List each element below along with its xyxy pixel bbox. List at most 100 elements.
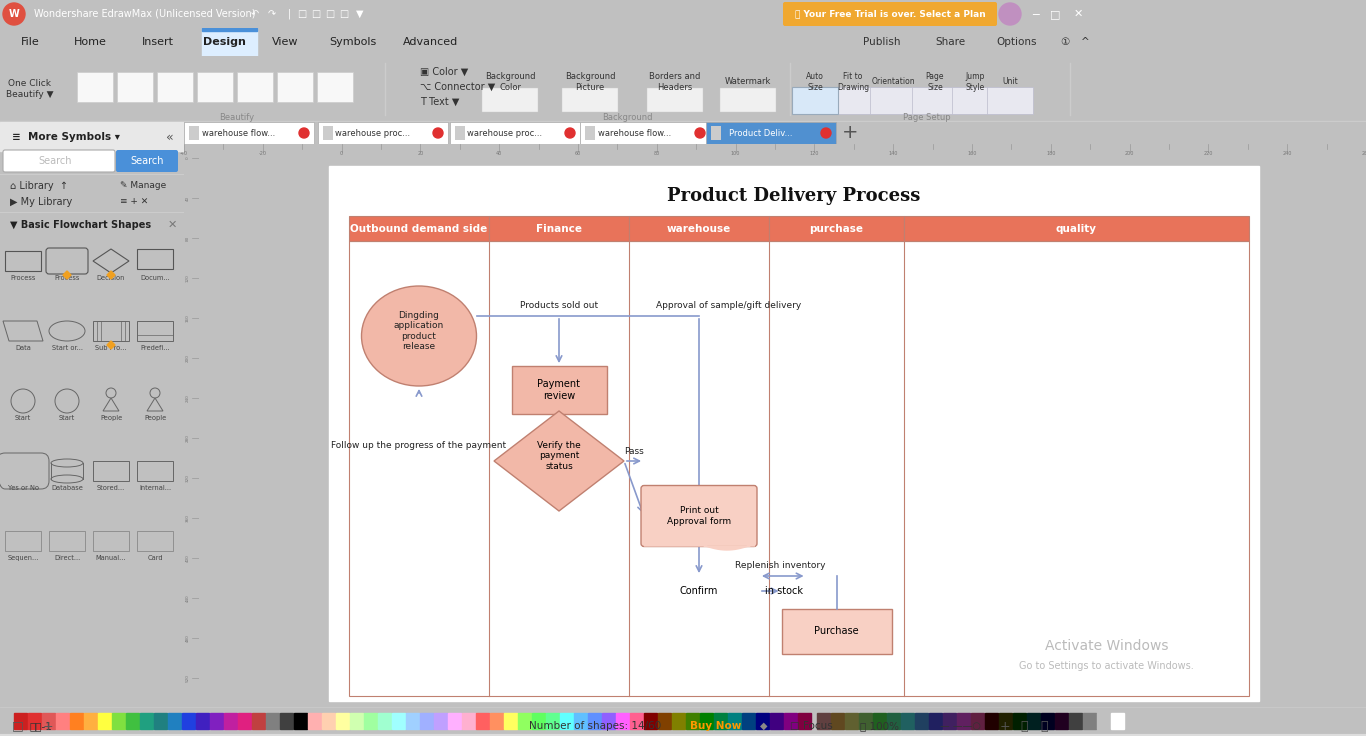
- Bar: [710, 126, 721, 140]
- FancyBboxPatch shape: [952, 87, 999, 114]
- Circle shape: [433, 128, 443, 138]
- Bar: [329, 166, 1259, 701]
- Text: 60: 60: [575, 151, 581, 156]
- Bar: [266, 713, 279, 729]
- Text: ⤢: ⤢: [1020, 720, 1027, 732]
- Text: 240: 240: [186, 394, 190, 402]
- Bar: [630, 713, 643, 729]
- Bar: [985, 713, 999, 729]
- Text: +: +: [841, 124, 858, 143]
- Bar: [904, 216, 1249, 241]
- Bar: [714, 713, 727, 729]
- Text: Insert: Insert: [142, 37, 173, 47]
- Bar: [236, 72, 273, 102]
- Bar: [406, 713, 419, 729]
- Text: Watermark: Watermark: [725, 77, 772, 87]
- Text: ▣ Color ▼: ▣ Color ▼: [419, 67, 469, 77]
- Text: ─: ─: [1031, 9, 1038, 19]
- Bar: [455, 126, 464, 140]
- Bar: [14, 713, 27, 729]
- Text: Product Delivery Process: Product Delivery Process: [668, 187, 921, 205]
- Text: +: +: [1000, 720, 1011, 732]
- Text: Finance: Finance: [535, 224, 582, 233]
- Text: 0: 0: [186, 157, 190, 159]
- Text: 80: 80: [186, 236, 190, 241]
- Bar: [1097, 713, 1111, 729]
- FancyBboxPatch shape: [792, 87, 837, 114]
- Bar: [307, 713, 321, 729]
- Text: Background
Color: Background Color: [485, 72, 535, 92]
- Bar: [462, 713, 475, 729]
- Text: Background
Picture: Background Picture: [564, 72, 615, 92]
- Bar: [322, 713, 335, 729]
- Text: Card: Card: [148, 555, 163, 561]
- Circle shape: [566, 128, 575, 138]
- Text: ✕: ✕: [167, 220, 176, 230]
- Text: Auto
Size: Auto Size: [806, 72, 824, 92]
- Text: ⌂ Library  ↑: ⌂ Library ↑: [10, 181, 68, 191]
- Circle shape: [695, 128, 705, 138]
- Text: 40: 40: [496, 151, 503, 156]
- Bar: [224, 713, 236, 729]
- Bar: [122, 321, 126, 341]
- Text: 220: 220: [1203, 151, 1213, 156]
- Bar: [126, 713, 139, 729]
- Text: ↷: ↷: [268, 9, 276, 19]
- Bar: [616, 713, 628, 729]
- Text: Page Setup: Page Setup: [903, 113, 951, 121]
- Text: Wondershare EdrawMax (Unlicensed Version): Wondershare EdrawMax (Unlicensed Version…: [34, 9, 255, 19]
- Bar: [184, 122, 314, 144]
- Text: ⤢: ⤢: [1040, 720, 1048, 732]
- FancyBboxPatch shape: [116, 150, 178, 172]
- Bar: [769, 216, 904, 241]
- Text: Search: Search: [38, 156, 72, 166]
- Bar: [518, 713, 531, 729]
- Text: 页面-1: 页面-1: [30, 721, 53, 731]
- Text: ▼ Basic Flowchart Shapes: ▼ Basic Flowchart Shapes: [10, 220, 152, 230]
- Text: Search: Search: [130, 156, 164, 166]
- Bar: [137, 249, 173, 269]
- Text: 40: 40: [186, 196, 190, 201]
- Circle shape: [999, 3, 1020, 25]
- Text: □: □: [311, 9, 321, 19]
- Bar: [202, 28, 257, 56]
- Circle shape: [299, 128, 309, 138]
- Text: Home: Home: [74, 37, 107, 47]
- Bar: [5, 531, 41, 551]
- Text: ✕: ✕: [1074, 9, 1083, 19]
- Bar: [363, 713, 377, 729]
- Bar: [699, 713, 713, 729]
- Bar: [97, 321, 101, 341]
- Text: warehouse: warehouse: [667, 224, 731, 233]
- Text: ▼: ▼: [357, 9, 363, 19]
- Bar: [817, 713, 831, 729]
- FancyBboxPatch shape: [988, 87, 1033, 114]
- Bar: [915, 713, 928, 729]
- Bar: [27, 713, 41, 729]
- Bar: [98, 713, 111, 729]
- Bar: [210, 713, 223, 729]
- Text: □ Focus: □ Focus: [790, 721, 833, 731]
- Text: 320: 320: [186, 474, 190, 482]
- Bar: [971, 713, 984, 729]
- Text: -20: -20: [258, 151, 266, 156]
- Text: □: □: [12, 720, 23, 732]
- Text: View: View: [272, 37, 298, 47]
- Bar: [672, 713, 684, 729]
- Text: 160: 160: [186, 314, 190, 322]
- Bar: [489, 216, 628, 241]
- Polygon shape: [494, 411, 624, 511]
- Bar: [585, 126, 596, 140]
- Bar: [348, 216, 489, 241]
- Text: Start: Start: [15, 415, 31, 421]
- Text: 440: 440: [186, 594, 190, 602]
- Bar: [561, 88, 617, 112]
- Text: Predefi...: Predefi...: [141, 345, 169, 351]
- Text: Sequen...: Sequen...: [7, 555, 38, 561]
- Text: 140: 140: [888, 151, 897, 156]
- Text: Symbols: Symbols: [329, 37, 377, 47]
- Text: Pass: Pass: [624, 447, 643, 456]
- Bar: [511, 366, 607, 414]
- Text: — ——○: — ——○: [940, 721, 981, 731]
- Text: □: □: [298, 9, 306, 19]
